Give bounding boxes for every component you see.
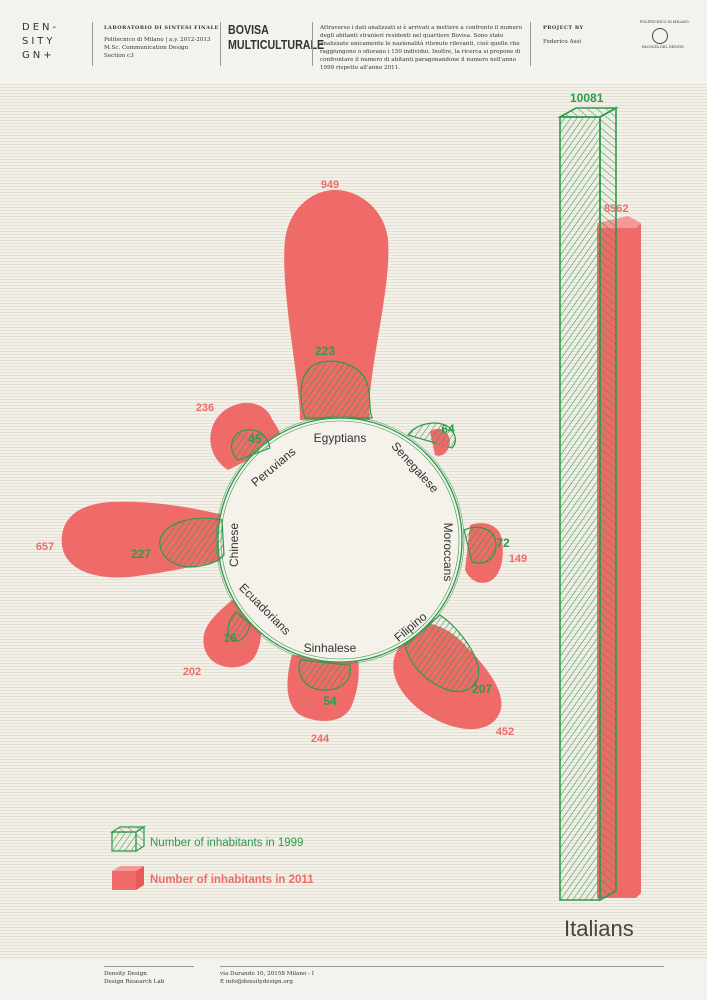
course-info-1: Politecnico di Milano | a.y. 2012-2013 bbox=[104, 37, 211, 43]
value-1999-moroccans: 72 bbox=[496, 536, 510, 550]
footer-rule bbox=[104, 966, 194, 967]
value-1999-egyptians: 223 bbox=[315, 344, 335, 358]
blob-1999-senegalese bbox=[407, 422, 456, 449]
project-by-label: PROJECT BY bbox=[543, 25, 584, 31]
label-egyptians: Egyptians bbox=[314, 431, 367, 445]
label-sinhalese: Sinhalese bbox=[304, 641, 357, 655]
course-title: LABORATORIO DI SINTESI FINALE bbox=[104, 25, 219, 31]
italians-1999-label: 10081 bbox=[570, 91, 604, 105]
project-by-block: PROJECT BY Federico Assi bbox=[543, 24, 603, 46]
value-2011-moroccans: 149 bbox=[509, 553, 527, 565]
value-1999-filipino: 207 bbox=[472, 682, 492, 696]
polimi-seal-icon bbox=[652, 28, 668, 44]
labels-1999: 223 64 72 207 54 16 227 45 bbox=[131, 344, 510, 708]
course-info-2: M.Sc. Communication Design bbox=[104, 45, 189, 51]
blob-1999-sinhalese bbox=[298, 659, 351, 691]
legend-2011-label: Number of inhabitants in 2011 bbox=[150, 874, 314, 886]
value-2011-egyptians: 949 bbox=[321, 179, 339, 191]
legend-2011-swatch bbox=[112, 866, 144, 890]
value-2011-chinese: 657 bbox=[36, 541, 54, 553]
project-title: BOVISA MULTICULTURALE bbox=[228, 22, 325, 52]
value-1999-ecuadorians: 16 bbox=[223, 631, 237, 645]
label-chinese: Chinese bbox=[227, 523, 241, 567]
header-divider bbox=[530, 22, 531, 66]
value-2011-senegalese: 36 bbox=[436, 441, 448, 453]
blob-1999-ecuadorians bbox=[227, 611, 251, 642]
value-2011-peruvians: 236 bbox=[196, 402, 214, 414]
blob-1999-moroccans bbox=[463, 526, 497, 564]
italians-2011-label: 8562 bbox=[604, 203, 628, 215]
value-2011-sinhalese: 244 bbox=[311, 733, 330, 745]
density-design-logo: DEN- SITY GN+ bbox=[22, 22, 60, 61]
italians-1999-bar bbox=[556, 106, 620, 902]
value-1999-sinhalese: 54 bbox=[323, 694, 337, 708]
blob-2011-egyptians bbox=[284, 190, 389, 420]
legend-1999-label: Number of inhabitants in 1999 bbox=[150, 837, 303, 849]
blob-1999-peruvians bbox=[230, 429, 271, 461]
value-1999-chinese: 227 bbox=[131, 547, 151, 561]
header-divider bbox=[220, 22, 221, 66]
course-info-3: Section c3 bbox=[104, 53, 134, 59]
footer-lab: Density Design Design Research Lab bbox=[104, 971, 165, 985]
value-1999-senegalese: 64 bbox=[441, 422, 455, 436]
value-2011-filipino: 452 bbox=[496, 726, 514, 738]
blob-1999-egyptians bbox=[300, 360, 373, 419]
legend: Number of inhabitants in 1999 Number of … bbox=[109, 825, 314, 890]
footer-address: via Durando 10, 20158 Milano - I E info@… bbox=[220, 971, 315, 985]
header-divider bbox=[312, 22, 313, 66]
value-1999-peruvians: 45 bbox=[248, 432, 262, 446]
header-divider bbox=[92, 22, 93, 66]
faculty-label: FACOLTÀ DEL DESIGN bbox=[642, 45, 684, 49]
legend-1999-swatch bbox=[109, 825, 147, 853]
course-block: LABORATORIO DI SINTESI FINALE Politecnic… bbox=[104, 24, 219, 60]
labels-2011: 949 36 149 452 244 202 657 236 bbox=[36, 179, 527, 745]
italians-bars bbox=[556, 106, 641, 902]
footer-rule bbox=[220, 966, 664, 967]
blob-1999-filipino bbox=[404, 614, 480, 693]
blobs-1999 bbox=[159, 360, 497, 693]
blob-1999-chinese bbox=[159, 517, 225, 568]
author: Federico Assi bbox=[543, 39, 582, 45]
italians-label: Italians bbox=[564, 916, 634, 941]
value-2011-ecuadorians: 202 bbox=[183, 666, 201, 678]
description: Attraverso i dati analizzati si è arriva… bbox=[320, 25, 522, 71]
label-moroccans: Moroccans bbox=[441, 523, 455, 582]
polimi-label: POLITECNICO DI MILANO bbox=[640, 20, 689, 24]
